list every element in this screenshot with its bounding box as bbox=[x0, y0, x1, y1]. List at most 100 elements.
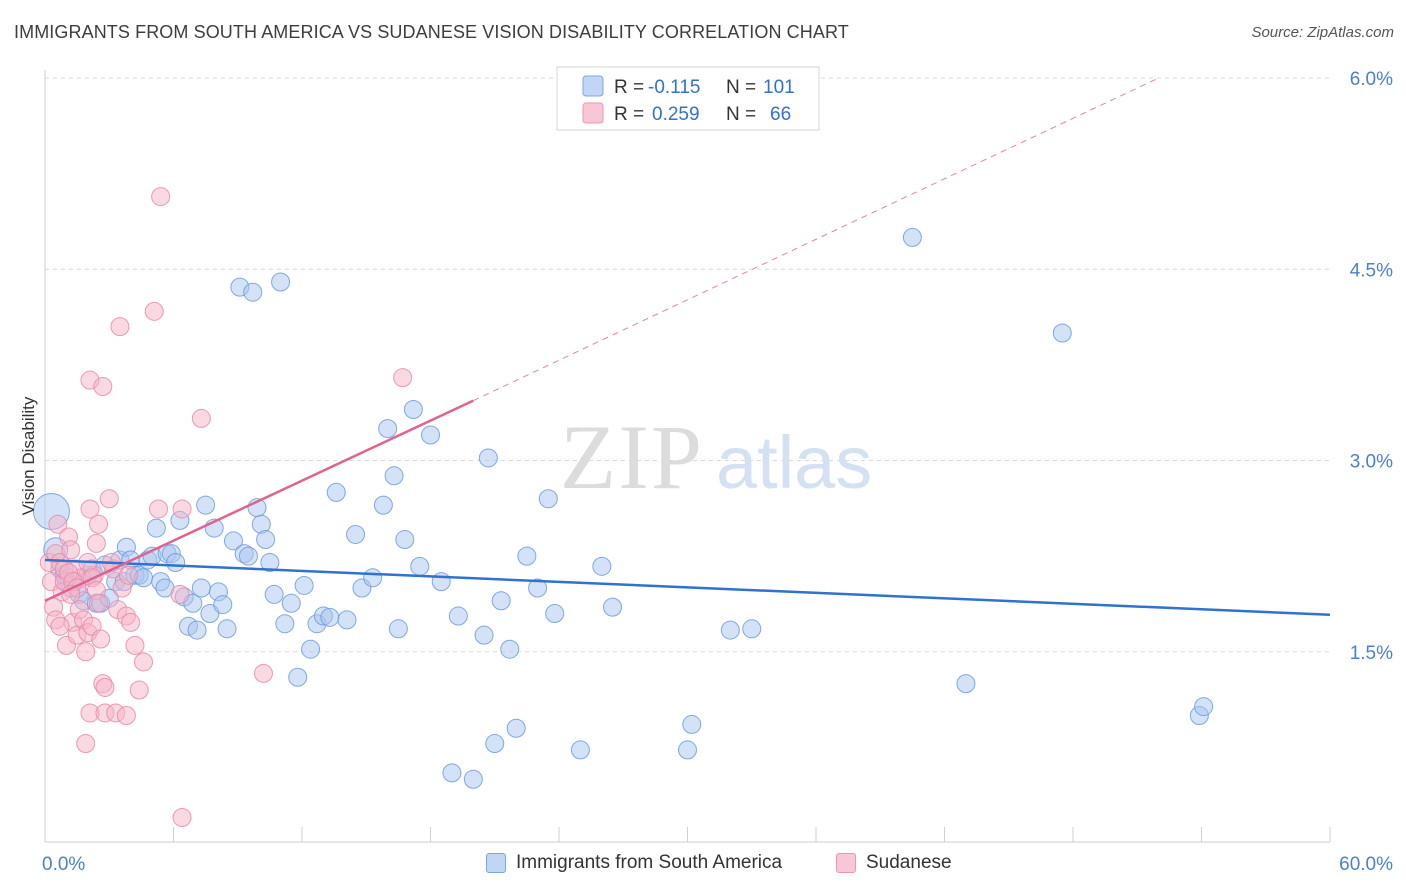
legend-r-value-1: -0.115 bbox=[648, 77, 700, 98]
y-tick-label: 1.5% bbox=[1350, 643, 1393, 664]
point-south-america bbox=[243, 282, 263, 302]
point-south-america bbox=[902, 227, 922, 247]
point-south-america bbox=[500, 639, 520, 659]
point-south-america bbox=[431, 572, 451, 592]
point-south-america bbox=[187, 620, 207, 640]
point-sudanese bbox=[76, 734, 96, 754]
point-south-america bbox=[384, 466, 404, 486]
point-south-america bbox=[682, 714, 702, 734]
legend-series: Immigrants from South America Sudanese bbox=[0, 850, 1406, 880]
watermark-zip: ZIP bbox=[560, 406, 704, 508]
point-sudanese bbox=[191, 408, 211, 428]
point-sudanese bbox=[253, 663, 273, 683]
legend-r-label-1: R = bbox=[614, 77, 649, 98]
point-sudanese bbox=[172, 499, 192, 519]
point-south-america bbox=[448, 606, 468, 626]
point-south-america bbox=[478, 448, 498, 468]
y-tick-label: 4.5% bbox=[1350, 260, 1393, 281]
point-sudanese bbox=[144, 301, 164, 321]
legend-stats: R = -0.115 N = 101 R = 0.259 N = 66 bbox=[556, 66, 820, 131]
point-sudanese bbox=[119, 565, 139, 585]
point-sudanese bbox=[151, 187, 171, 207]
trend-line-south-america bbox=[44, 558, 1331, 617]
point-south-america bbox=[545, 604, 565, 623]
point-south-america bbox=[301, 639, 321, 659]
point-south-america bbox=[275, 614, 295, 634]
point-sudanese bbox=[170, 584, 190, 604]
legend-label-sudanese: Sudanese bbox=[866, 852, 952, 873]
point-south-america bbox=[271, 272, 291, 292]
point-south-america bbox=[956, 674, 976, 694]
point-south-america bbox=[678, 740, 697, 760]
point-south-america bbox=[363, 568, 383, 588]
tick-labels: 1.5% 3.0% 4.5% 6.0% 0.0% 60.0% bbox=[42, 69, 1393, 875]
point-sudanese bbox=[91, 629, 111, 649]
point-sudanese bbox=[110, 317, 130, 337]
point-south-america bbox=[403, 400, 423, 419]
point-south-america bbox=[146, 518, 166, 538]
legend-r-label-2: R = bbox=[614, 104, 649, 125]
point-south-america bbox=[337, 610, 357, 630]
point-south-america bbox=[410, 556, 430, 576]
point-south-america bbox=[592, 556, 612, 576]
point-sudanese bbox=[50, 616, 70, 636]
y-tick-label: 6.0% bbox=[1350, 69, 1393, 90]
point-south-america bbox=[294, 575, 314, 595]
point-south-america bbox=[603, 597, 623, 617]
point-sudanese bbox=[95, 677, 115, 697]
legend-n-value-2: 66 bbox=[770, 104, 791, 125]
legend-item-south-america[interactable]: Immigrants from South America bbox=[486, 852, 782, 874]
legend-r-value-2: 0.259 bbox=[652, 104, 700, 125]
point-south-america bbox=[320, 607, 340, 627]
legend-label-south-america: Immigrants from South America bbox=[516, 852, 783, 873]
x-tick-label: 0.0% bbox=[42, 854, 85, 875]
point-south-america bbox=[217, 619, 237, 639]
watermark-atlas: atlas bbox=[716, 421, 872, 504]
point-south-america bbox=[517, 546, 537, 566]
point-south-america bbox=[196, 495, 216, 515]
point-south-america bbox=[463, 769, 483, 789]
y-tick-label: 3.0% bbox=[1350, 452, 1393, 473]
point-south-america bbox=[256, 530, 276, 550]
trend-line-sudanese bbox=[44, 399, 474, 602]
point-south-america bbox=[570, 740, 590, 760]
point-sudanese bbox=[86, 533, 106, 553]
y-axis-label: Vision Disability bbox=[19, 396, 38, 515]
legend-item-sudanese[interactable]: Sudanese bbox=[836, 852, 952, 874]
point-south-america bbox=[388, 619, 408, 639]
point-south-america bbox=[742, 619, 762, 639]
legend-n-label-2: N = bbox=[726, 104, 761, 125]
point-south-america bbox=[538, 489, 558, 509]
point-south-america bbox=[288, 667, 308, 687]
point-south-america bbox=[1052, 323, 1072, 343]
legend-swatch-south-america bbox=[486, 853, 506, 873]
grid-lines bbox=[45, 77, 1330, 653]
watermark: ZIP atlas bbox=[560, 406, 872, 508]
point-south-america bbox=[223, 531, 243, 551]
point-sudanese bbox=[61, 540, 81, 560]
trend-extension-sudanese bbox=[473, 77, 1159, 402]
point-south-america bbox=[491, 591, 511, 611]
point-south-america bbox=[378, 419, 398, 439]
point-south-america bbox=[474, 625, 494, 645]
point-sudanese bbox=[89, 593, 109, 613]
point-south-america bbox=[1194, 697, 1214, 717]
legend-n-value-1: 101 bbox=[763, 77, 795, 98]
trend-lines bbox=[44, 77, 1331, 617]
point-south-america bbox=[238, 546, 258, 566]
point-south-america bbox=[264, 584, 284, 604]
point-sudanese bbox=[116, 706, 136, 725]
point-sudanese bbox=[80, 499, 100, 519]
point-sudanese bbox=[149, 499, 169, 519]
point-sudanese bbox=[129, 680, 149, 700]
point-south-america bbox=[326, 482, 346, 502]
point-south-america bbox=[191, 578, 211, 598]
legend-n-label-1: N = bbox=[726, 77, 761, 98]
point-sudanese bbox=[125, 635, 145, 655]
data-points bbox=[32, 187, 1214, 827]
point-south-america bbox=[421, 425, 440, 445]
point-sudanese bbox=[89, 514, 109, 534]
legend-swatch-pink bbox=[582, 102, 604, 124]
point-south-america bbox=[346, 524, 366, 544]
